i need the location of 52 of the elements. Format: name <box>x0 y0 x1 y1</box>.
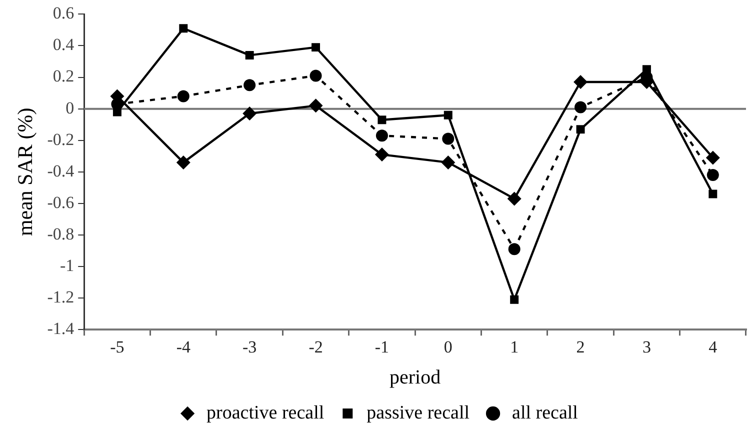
y-tick-label: 0.2 <box>52 66 74 86</box>
x-tick-label: 2 <box>576 337 585 356</box>
point <box>242 106 257 121</box>
point <box>376 130 388 142</box>
point <box>444 110 452 120</box>
point <box>507 192 522 206</box>
point <box>112 108 122 116</box>
point <box>378 116 386 124</box>
point <box>374 148 389 162</box>
y-tick-label: -1 <box>60 256 74 275</box>
point <box>441 155 456 170</box>
y-tick-label: -1.4 <box>47 319 75 338</box>
x-tick-label: 3 <box>642 337 651 356</box>
y-tick-label: -1.2 <box>47 288 74 307</box>
point <box>574 75 588 90</box>
point <box>244 79 256 92</box>
y-tick-label: 0.6 <box>52 4 74 23</box>
point <box>310 70 322 82</box>
x-tick-label: -1 <box>374 337 390 356</box>
point <box>176 155 190 170</box>
y-tick-label: -0.8 <box>47 224 74 244</box>
x-tick-label: -2 <box>308 337 323 356</box>
y-tick-label: 0.4 <box>52 35 75 54</box>
point <box>442 132 454 145</box>
y-tick-label: -0.4 <box>47 161 75 180</box>
x-tick-label: -4 <box>176 337 191 356</box>
point <box>245 50 254 60</box>
legend-label: passive recall <box>366 402 470 424</box>
point <box>706 150 720 165</box>
y-axis-title: mean SAR (%) <box>13 108 38 236</box>
x-tick-label: 0 <box>444 337 452 356</box>
point <box>508 243 520 256</box>
point <box>177 90 190 102</box>
legend-label: proactive recall <box>206 402 324 424</box>
point <box>576 125 585 134</box>
x-axis-title: period <box>390 366 441 388</box>
x-tick-label: -3 <box>242 337 257 356</box>
legend-label: all recall <box>512 402 578 424</box>
x-tick-label: -5 <box>110 337 124 356</box>
point <box>308 98 323 113</box>
y-tick-label: -0.2 <box>47 130 74 149</box>
point <box>574 101 587 114</box>
point <box>706 169 719 182</box>
point <box>708 190 718 198</box>
point <box>179 24 188 33</box>
y-tick-label: -0.6 <box>47 192 74 212</box>
point <box>642 65 651 74</box>
x-tick-label: 4 <box>708 337 718 356</box>
point <box>510 295 519 304</box>
y-tick-label: 0 <box>66 98 74 118</box>
x-tick-label: 1 <box>510 337 519 356</box>
point <box>312 43 320 52</box>
